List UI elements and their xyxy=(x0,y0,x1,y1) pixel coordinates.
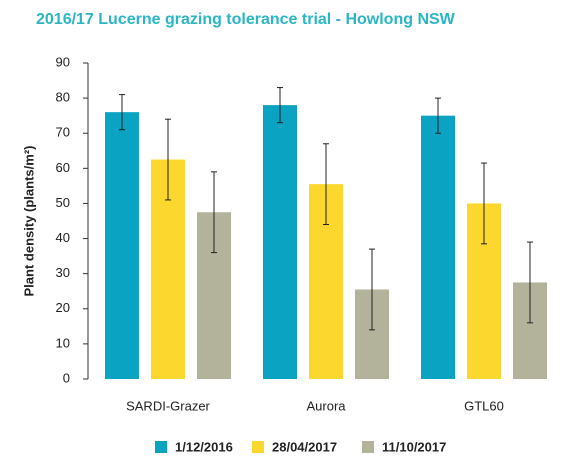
y-tick-label: 0 xyxy=(63,370,70,385)
y-tick-label: 90 xyxy=(56,54,70,69)
y-tick-label: 80 xyxy=(56,90,70,105)
legend-swatch xyxy=(362,441,374,453)
y-tick-label: 40 xyxy=(56,230,70,245)
error-bar xyxy=(369,248,375,331)
legend-swatch xyxy=(155,441,167,453)
error-bar xyxy=(481,162,487,245)
error-bar xyxy=(119,94,125,131)
y-tick-label: 20 xyxy=(56,300,70,315)
bar xyxy=(263,105,297,379)
error-bar xyxy=(527,241,533,324)
y-tick-label: 60 xyxy=(56,160,70,175)
x-tick-label: SARDI-Grazer xyxy=(126,398,210,413)
bar xyxy=(105,112,139,380)
legend-label: 28/04/2017 xyxy=(272,439,337,454)
y-tick-label: 10 xyxy=(56,335,70,350)
error-bar xyxy=(165,118,171,201)
y-tick-label: 50 xyxy=(56,195,70,210)
error-bar xyxy=(435,97,441,134)
error-bar xyxy=(277,87,283,124)
bar xyxy=(421,115,455,380)
x-tick-label: Aurora xyxy=(306,398,346,413)
chart-title: 2016/17 Lucerne grazing tolerance trial … xyxy=(36,11,456,28)
legend-swatch xyxy=(252,441,264,453)
legend-label: 11/10/2017 xyxy=(382,439,446,454)
error-bar xyxy=(323,143,329,226)
legend-label: 1/12/2016 xyxy=(175,439,233,454)
y-axis-title: Plant density (plants/m²) xyxy=(21,146,36,297)
x-tick-label: GTL60 xyxy=(464,398,504,413)
y-tick-label: 70 xyxy=(56,125,70,140)
y-tick-label: 30 xyxy=(56,265,70,280)
error-bar xyxy=(211,171,217,254)
